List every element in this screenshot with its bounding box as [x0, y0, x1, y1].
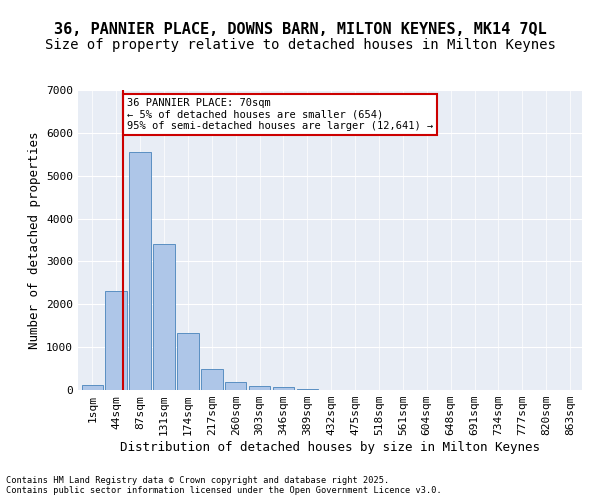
Y-axis label: Number of detached properties: Number of detached properties [28, 131, 41, 349]
Text: 36, PANNIER PLACE, DOWNS BARN, MILTON KEYNES, MK14 7QL: 36, PANNIER PLACE, DOWNS BARN, MILTON KE… [53, 22, 547, 38]
Bar [249, 386, 270, 390]
Text: Contains HM Land Registry data © Crown copyright and database right 2025.
Contai: Contains HM Land Registry data © Crown c… [6, 476, 442, 495]
Bar [272, 386, 294, 390]
Bar [130, 152, 151, 390]
Bar [153, 244, 175, 390]
Bar [177, 333, 199, 390]
Bar [82, 385, 103, 390]
Text: 36 PANNIER PLACE: 70sqm
← 5% of detached houses are smaller (654)
95% of semi-de: 36 PANNIER PLACE: 70sqm ← 5% of detached… [127, 98, 433, 131]
Text: Size of property relative to detached houses in Milton Keynes: Size of property relative to detached ho… [44, 38, 556, 52]
Bar [106, 292, 127, 390]
Bar [225, 382, 247, 390]
Bar [201, 369, 223, 390]
X-axis label: Distribution of detached houses by size in Milton Keynes: Distribution of detached houses by size … [120, 441, 540, 454]
Bar [296, 388, 318, 390]
